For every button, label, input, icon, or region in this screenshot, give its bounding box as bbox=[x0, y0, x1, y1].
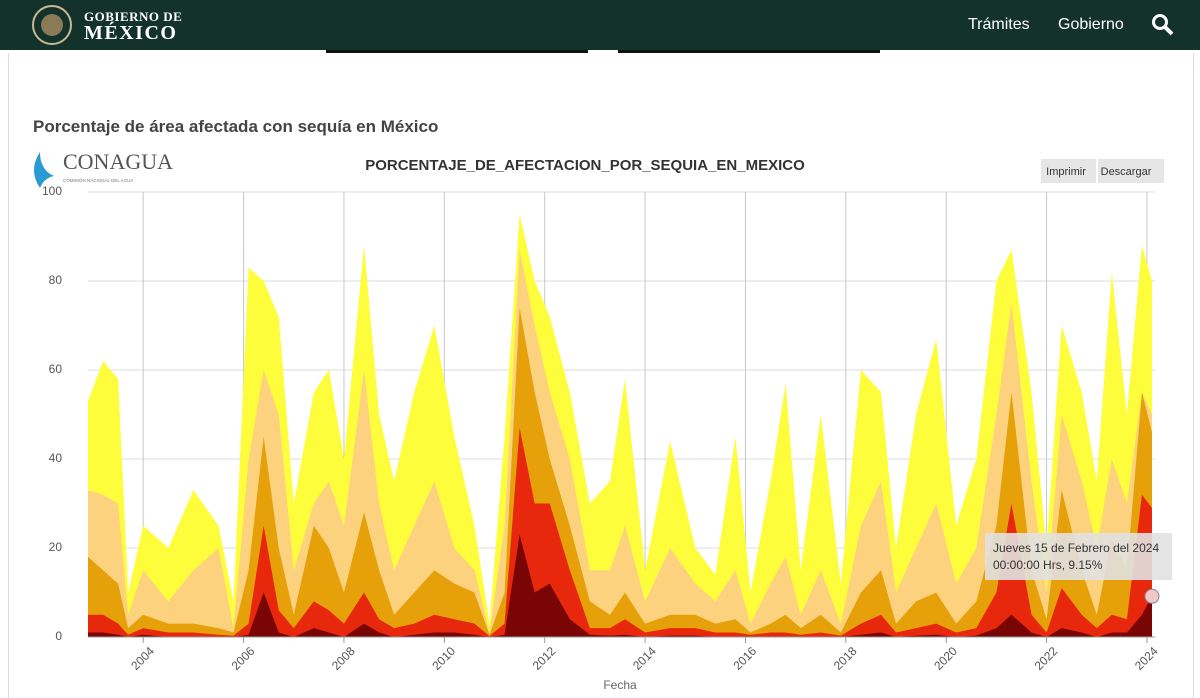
button-label[interactable]: Imprimir bbox=[1046, 166, 1086, 178]
download-button[interactable] bbox=[1098, 159, 1164, 183]
x-tick-label: 2024 bbox=[1132, 644, 1161, 673]
area bbox=[88, 307, 1152, 637]
x-tick-label: 2016 bbox=[730, 644, 759, 673]
section-title: Porcentaje de área afectada con sequía e… bbox=[33, 117, 439, 136]
x-tick-label: 2020 bbox=[931, 644, 960, 673]
x-tick-label: 2008 bbox=[329, 644, 358, 673]
hover-point bbox=[1144, 588, 1160, 604]
nav-link[interactable]: Trámites bbox=[968, 16, 1030, 33]
tooltip-date: Jueves 15 de Febrero del 2024 bbox=[993, 541, 1159, 555]
x-axis-label: Fecha bbox=[603, 678, 637, 692]
logo-name: CONAGUA bbox=[63, 149, 173, 174]
tooltip-box bbox=[985, 533, 1172, 580]
search-icon[interactable] bbox=[1150, 12, 1176, 38]
content bbox=[8, 53, 1194, 698]
brand-top: GOBIERNO DE bbox=[84, 9, 183, 24]
y-tick-label: 40 bbox=[49, 451, 63, 465]
y-tick-label: 20 bbox=[49, 540, 63, 554]
x-tick-label: 2022 bbox=[1032, 644, 1061, 673]
tab-bar bbox=[618, 50, 880, 53]
x-tick-label: 2014 bbox=[630, 644, 659, 673]
logo-mark bbox=[34, 152, 54, 188]
x-tick-label: 2012 bbox=[530, 644, 559, 673]
print-button[interactable] bbox=[1041, 159, 1096, 183]
y-tick-label: 80 bbox=[49, 273, 63, 287]
nav-link[interactable]: Gobierno bbox=[1058, 16, 1124, 33]
x-tick-label: 2004 bbox=[128, 644, 157, 673]
tab-bar bbox=[326, 50, 588, 53]
x-tick-label: 2006 bbox=[229, 644, 258, 673]
tooltip-detail: 00:00:00 Hrs, 9.15% bbox=[993, 558, 1103, 572]
chart-title: PORCENTAJE_DE_AFECTACION_POR_SEQUIA_EN_M… bbox=[365, 157, 805, 174]
logo-subtitle: COMISIÓN NACIONAL DEL AGUA bbox=[63, 177, 133, 183]
x-tick-label: 2010 bbox=[429, 644, 458, 673]
top-bar: GOBIERNO DE MÉXICO Trámites Gobierno bbox=[0, 0, 1200, 50]
y-tick-label: 0 bbox=[55, 629, 62, 643]
area bbox=[88, 249, 1152, 637]
button-label[interactable]: Descargar bbox=[1101, 166, 1152, 178]
y-tick-label: 100 bbox=[42, 184, 62, 198]
brand-main[interactable]: MÉXICO bbox=[84, 22, 178, 44]
x-tick-label: 2018 bbox=[831, 644, 860, 673]
y-tick-label: 60 bbox=[49, 362, 63, 376]
emblem bbox=[32, 5, 72, 45]
